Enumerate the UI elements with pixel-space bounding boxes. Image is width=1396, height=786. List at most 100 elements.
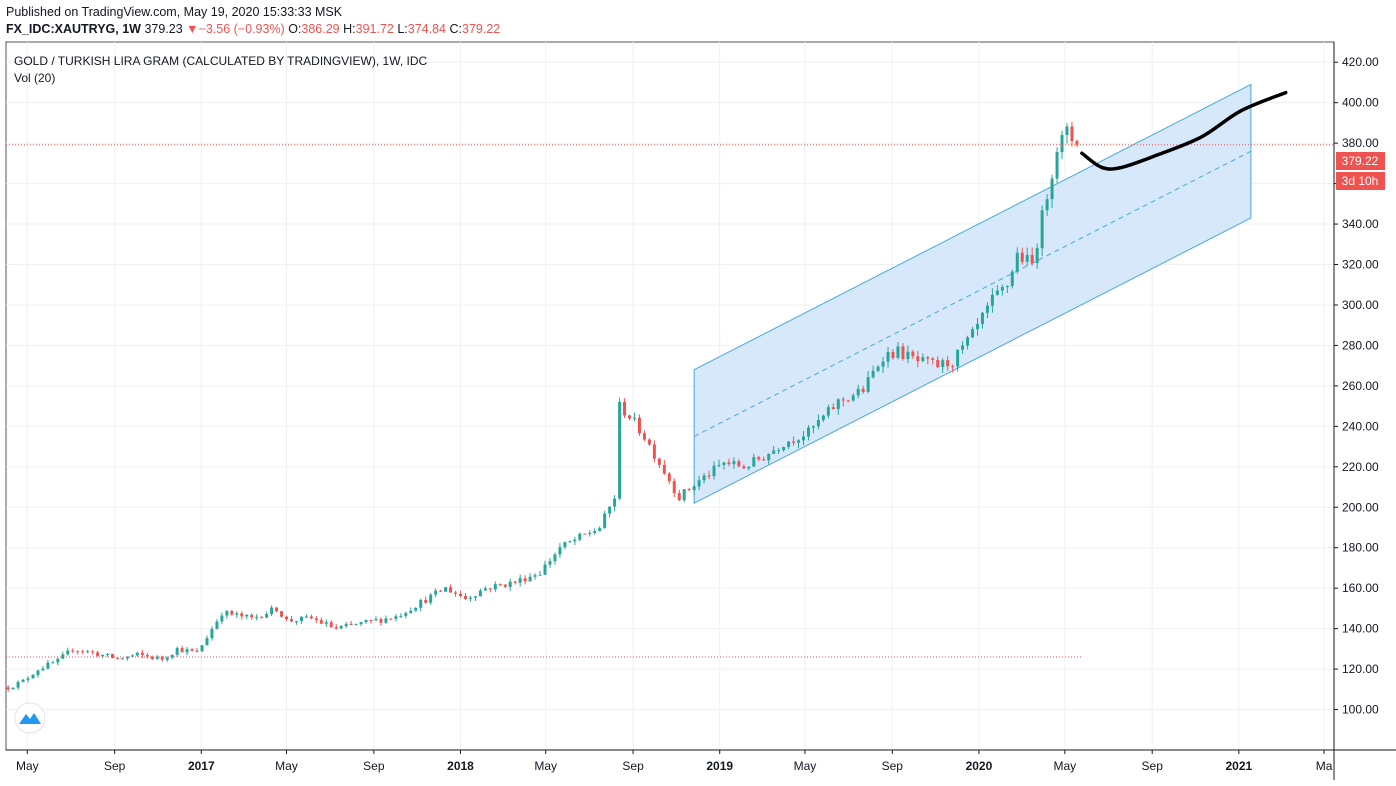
- candle-body: [941, 360, 945, 367]
- candle-body: [677, 493, 681, 501]
- candle-body: [891, 352, 895, 358]
- candle-body: [46, 662, 50, 669]
- candle-body: [454, 592, 458, 594]
- candle-body: [971, 329, 975, 338]
- candle-body: [633, 417, 636, 419]
- candle-body: [394, 616, 398, 619]
- last-price: 379.23: [144, 22, 183, 36]
- candle-body: [951, 366, 955, 368]
- candle-body: [558, 547, 562, 555]
- candle-body: [459, 593, 462, 597]
- candle-body: [861, 388, 865, 392]
- x-tick-label: Sep: [363, 759, 385, 773]
- candle-body: [513, 581, 517, 583]
- candle-body: [603, 513, 607, 529]
- candle-body: [106, 654, 110, 656]
- candle-body: [493, 584, 497, 590]
- candle-body: [71, 650, 75, 652]
- candle-body: [404, 613, 408, 616]
- candle-body: [329, 622, 333, 628]
- x-axis[interactable]: May Sep 2017 May Sep 2018 May Sep 2019 May Sep 2020…: [16, 750, 1333, 773]
- candle-body: [389, 618, 393, 620]
- candle-body: [921, 357, 925, 362]
- candle-body: [66, 650, 70, 655]
- candle-body: [170, 654, 174, 658]
- candle-body: [165, 657, 169, 660]
- candle-body: [811, 426, 815, 428]
- y-tick-label: 300.00: [1342, 298, 1379, 312]
- candle-body: [946, 360, 950, 367]
- drawing-annotations[interactable]: [6, 90, 1334, 658]
- candle-body: [424, 599, 428, 603]
- candle-body: [140, 652, 144, 655]
- candle-body: [593, 531, 597, 534]
- channel-fill[interactable]: [693, 83, 1252, 505]
- candle-body: [76, 651, 80, 653]
- channel-annotation[interactable]: [693, 83, 1252, 505]
- tradingview-logo-icon[interactable]: [14, 702, 46, 734]
- candle-body: [802, 436, 806, 441]
- symbol-label: FX_IDC:XAUTRYG, 1W: [6, 22, 141, 36]
- x-tick-label: Sep: [882, 759, 904, 773]
- low-value: 374.84: [407, 22, 447, 36]
- ohlc-line: FX_IDC:XAUTRYG, 1W 379.23 ▼−3.56 (−0.93%…: [6, 21, 500, 38]
- candle-body: [618, 401, 622, 499]
- candle-body: [324, 622, 328, 624]
- candle-body: [697, 480, 701, 487]
- candle-body: [1035, 248, 1039, 263]
- candle-body: [637, 417, 641, 434]
- x-tick-label: May: [1054, 759, 1077, 773]
- candle-body: [280, 611, 284, 617]
- candle-body: [628, 415, 632, 419]
- price-badge-value: 379.22: [1342, 154, 1379, 168]
- candle-body: [449, 587, 453, 593]
- candle-body: [200, 645, 204, 652]
- price-badge-bg: [1336, 152, 1385, 170]
- candle-body: [578, 533, 582, 540]
- candle-body: [1030, 254, 1034, 263]
- y-tick-label: 140.00: [1342, 622, 1379, 636]
- candle-body: [61, 654, 65, 659]
- candle-body: [190, 649, 194, 651]
- candle-body: [742, 466, 746, 469]
- candle-body: [966, 337, 970, 346]
- projection-curve[interactable]: [1080, 90, 1288, 171]
- candle-body: [886, 352, 890, 362]
- candle-body: [1015, 252, 1019, 272]
- candle-body: [985, 305, 989, 313]
- candle-body: [836, 399, 840, 410]
- candle-body: [160, 656, 164, 660]
- candle-body: [568, 541, 572, 543]
- candle-body: [31, 674, 35, 679]
- candle-body: [195, 650, 199, 652]
- candle-body: [111, 654, 115, 658]
- candle-body: [712, 465, 716, 477]
- candle-body: [6, 687, 10, 690]
- candle-body: [116, 657, 119, 659]
- candle-body: [916, 356, 920, 362]
- candle-body: [976, 323, 979, 330]
- candle-body: [777, 450, 781, 452]
- candle-body: [120, 658, 124, 660]
- y-tick-label: 160.00: [1342, 581, 1379, 595]
- candle-body: [1040, 210, 1044, 249]
- y-tick-label: 100.00: [1342, 703, 1379, 717]
- candle-body: [21, 679, 25, 682]
- x-tick-label: 2018: [447, 759, 474, 773]
- candle-body: [722, 462, 726, 465]
- y-tick-label: 200.00: [1342, 500, 1379, 514]
- x-tick-label: 2021: [1225, 759, 1252, 773]
- candle-body: [439, 590, 443, 592]
- candle-body: [821, 415, 825, 421]
- candle-body: [240, 613, 244, 617]
- candle-body: [150, 656, 154, 659]
- candle-body: [180, 648, 184, 653]
- candle-body: [846, 400, 850, 402]
- candle-body: [1050, 178, 1054, 200]
- candle-body: [51, 662, 55, 664]
- candle-body: [553, 554, 557, 562]
- candle-body: [409, 610, 413, 614]
- candle-body: [155, 656, 159, 659]
- candle-body: [990, 294, 994, 306]
